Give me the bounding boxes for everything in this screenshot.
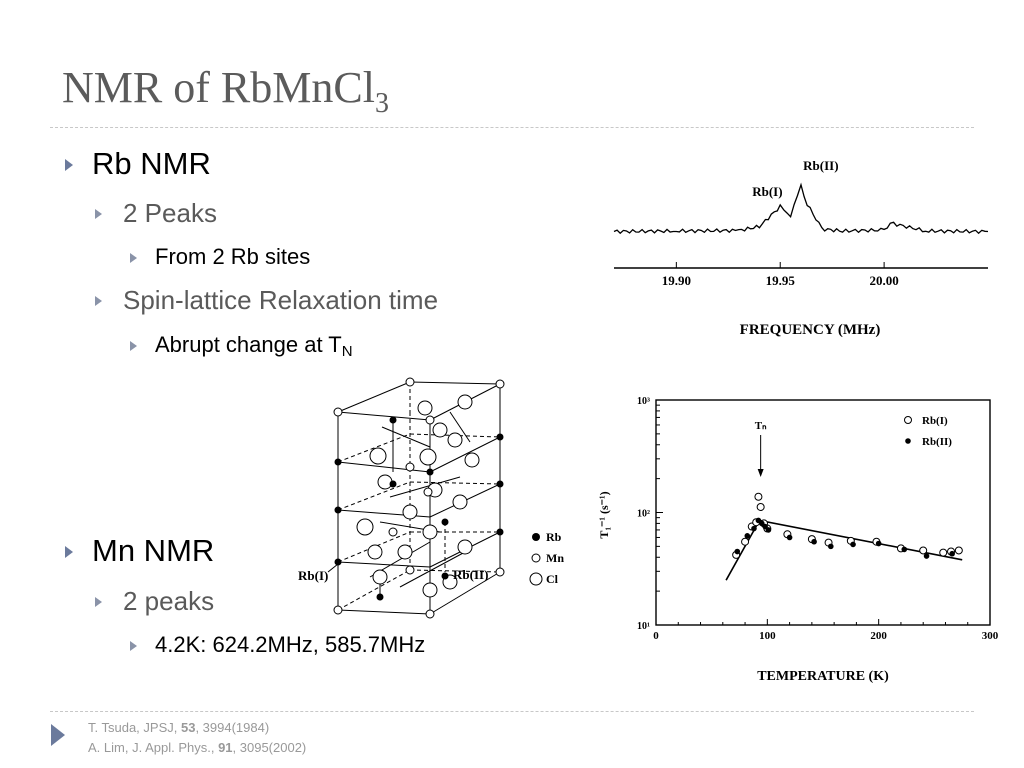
reference-1: T. Tsuda, JPSJ, 53, 3994(1984) bbox=[88, 720, 270, 735]
crystal-legend-rb: Rb bbox=[546, 530, 562, 544]
bullet-arrow-icon bbox=[65, 159, 73, 171]
legend-marker-rb1 bbox=[904, 416, 912, 424]
rb1-point bbox=[754, 492, 763, 501]
rb2-point bbox=[923, 553, 930, 559]
rb2-point bbox=[875, 540, 882, 547]
y-tick-label: 10² bbox=[637, 509, 650, 520]
rb1-point bbox=[741, 537, 750, 546]
bullet-two-peaks-mn: 2 peaks bbox=[123, 586, 215, 616]
bullet-arrow-icon bbox=[95, 209, 102, 219]
crystal-label-rb1: Rb(I) bbox=[298, 568, 328, 583]
rb1-point bbox=[756, 502, 765, 511]
bullet-arrow-icon bbox=[95, 296, 102, 306]
crystal-structure-diagram: Rb(I) Rb(II) Rb Mn Cl bbox=[298, 377, 564, 619]
peak-label-rb2: Rb(II) bbox=[803, 158, 838, 173]
bullet-rb-nmr: Rb NMR bbox=[92, 146, 211, 181]
crystal-legend-cl: Cl bbox=[546, 572, 559, 586]
spectrum-tick-label: 19.90 bbox=[662, 273, 691, 288]
rb2-point bbox=[751, 525, 757, 532]
relax-xlabel: TEMPERATURE (K) bbox=[757, 669, 889, 684]
bullet-mn-nmr: Mn NMR bbox=[92, 533, 215, 568]
y-tick-label: 10³ bbox=[637, 396, 650, 407]
rb2-point bbox=[744, 533, 751, 539]
relaxation-rate-chart: T₁⁻¹ (s⁻¹) TEMPERATURE (K) Tₙ Rb(I) Rb(I… bbox=[597, 396, 999, 684]
rb1-point bbox=[919, 546, 928, 555]
tn-arrow-head bbox=[757, 469, 764, 477]
spectrum-tick-label: 20.00 bbox=[869, 273, 898, 288]
bullet-arrow-icon bbox=[130, 341, 137, 351]
rb1-point bbox=[939, 548, 948, 557]
bullet-arrow-icon bbox=[130, 641, 137, 651]
spectrum-tick-label: 19.95 bbox=[766, 273, 796, 288]
x-tick-label: 0 bbox=[653, 630, 659, 642]
spectrum-trace bbox=[613, 182, 989, 235]
footer-arrow-icon bbox=[51, 724, 65, 746]
x-tick-label: 200 bbox=[870, 630, 887, 642]
bullet-mn-values: 4.2K: 624.2MHz, 585.7MHz bbox=[155, 632, 426, 657]
rb2-point bbox=[734, 548, 741, 555]
bullet-arrow-icon bbox=[130, 253, 137, 263]
bullet-spin-lattice: Spin-lattice Relaxation time bbox=[123, 285, 439, 315]
relax-legend-rb1: Rb(I) bbox=[922, 415, 948, 427]
relax-ylabel: T₁⁻¹ (s⁻¹) bbox=[597, 491, 611, 538]
rb2-point bbox=[827, 543, 834, 550]
bullet-arrow-icon bbox=[95, 597, 102, 607]
tn-label: Tₙ bbox=[755, 420, 767, 432]
rb2-point bbox=[765, 527, 772, 533]
bullet-two-peaks: 2 Peaks bbox=[123, 198, 217, 228]
rb-nmr-spectrum: Rb(I) Rb(II) FREQUENCY (MHz) 19.90 19.95 2… bbox=[613, 158, 989, 338]
page-title: NMR of RbMnCl3 bbox=[62, 63, 389, 119]
peak-label-rb1: Rb(I) bbox=[752, 184, 782, 199]
rb2-point bbox=[811, 538, 817, 545]
y-tick-label: 10¹ bbox=[637, 621, 650, 632]
x-tick-label: 100 bbox=[759, 630, 776, 642]
plot-frame bbox=[655, 399, 991, 626]
x-tick-label: 300 bbox=[982, 630, 999, 642]
footer-divider bbox=[50, 711, 974, 712]
legend-marker-rb2 bbox=[905, 438, 911, 444]
rb1-point bbox=[954, 546, 963, 555]
bullet-abrupt-change: Abrupt change at TN bbox=[155, 332, 353, 360]
title-divider bbox=[50, 127, 974, 128]
rb2-point bbox=[786, 534, 793, 541]
reference-2: A. Lim, J. Appl. Phys., 91, 3095(2002) bbox=[88, 740, 307, 755]
spectrum-xlabel: FREQUENCY (MHz) bbox=[740, 322, 881, 338]
rb2-point bbox=[850, 541, 856, 548]
rb2-point bbox=[949, 550, 955, 557]
bullet-arrow-icon bbox=[65, 546, 73, 558]
relax-legend-rb2: Rb(II) bbox=[922, 436, 952, 448]
bullet-from-sites: From 2 Rb sites bbox=[155, 244, 311, 269]
rb2-point bbox=[901, 546, 908, 553]
crystal-label-rb2: Rb(II) bbox=[453, 567, 488, 582]
crystal-legend-mn: Mn bbox=[546, 551, 564, 565]
